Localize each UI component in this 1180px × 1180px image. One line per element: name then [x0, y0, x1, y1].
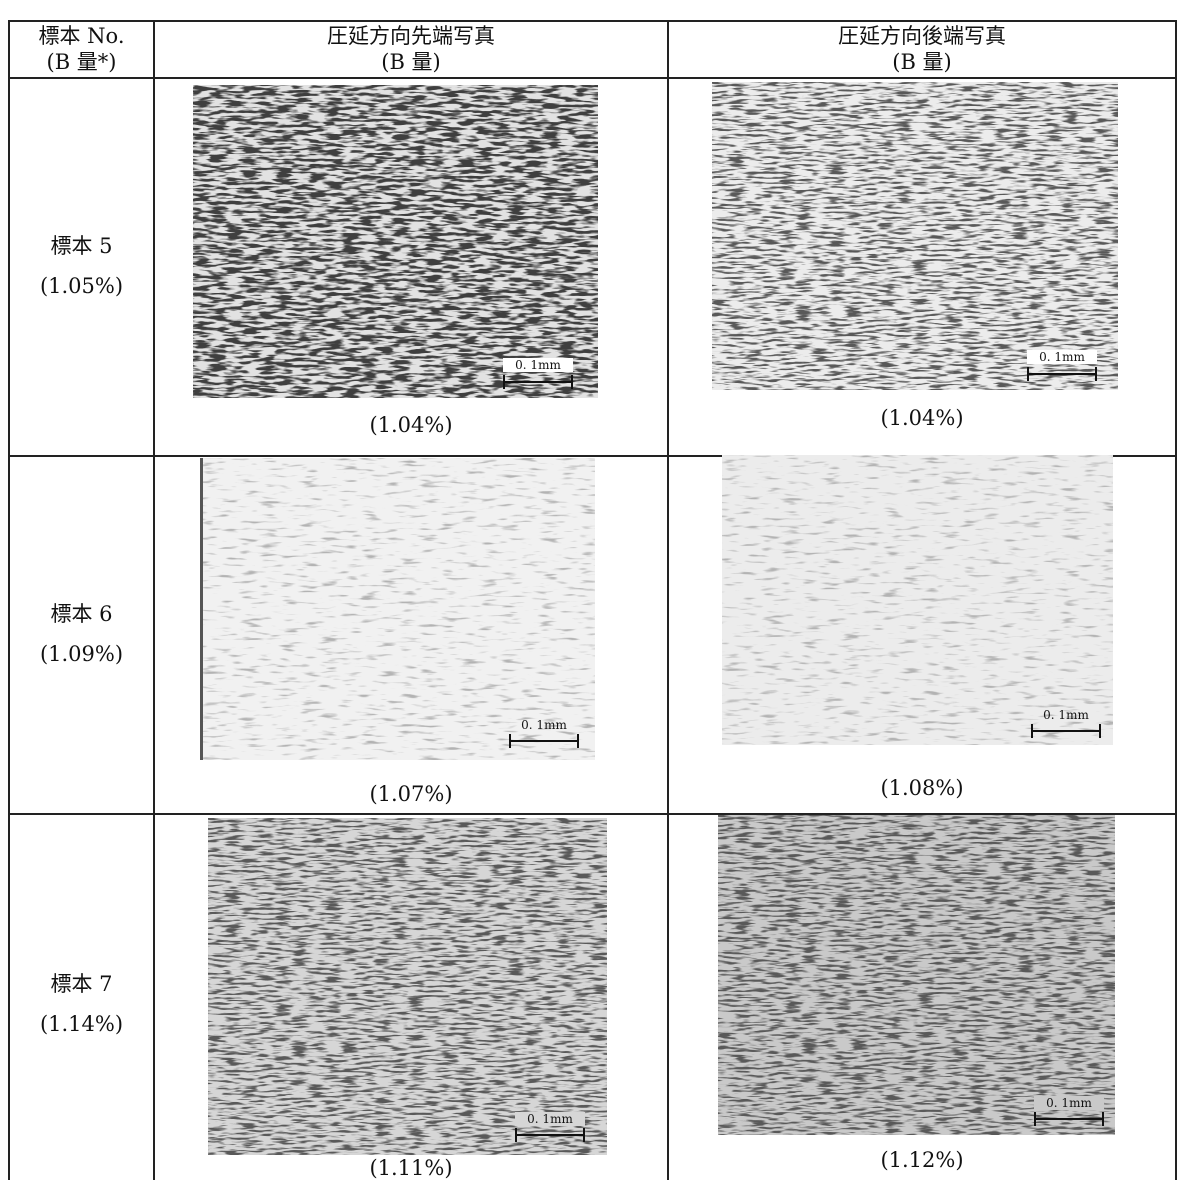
scale-bar [509, 734, 579, 748]
header-title: 圧延方向後端写真 [838, 24, 1006, 48]
table-border [8, 20, 1176, 22]
scale-label: 0. 1mm [1034, 1096, 1104, 1110]
scale-bar [515, 1128, 585, 1142]
header-subtitle: (B 量*) [46, 50, 117, 74]
table-border [153, 20, 155, 1180]
table-border [1175, 20, 1177, 1180]
header-title: 標本 No. [38, 24, 125, 48]
scale-label: 0. 1mm [503, 358, 573, 372]
micrograph [712, 82, 1118, 390]
table-border [667, 20, 669, 1180]
scale-bar [1031, 724, 1101, 738]
sample-amount: (1.09%) [39, 642, 124, 666]
scale-label: 0. 1mm [521, 718, 567, 732]
caption: (1.04%) [369, 413, 453, 437]
caption: (1.12%) [880, 1148, 964, 1172]
sample-name: 標本 6 [50, 602, 113, 626]
header-subtitle: (B 量) [381, 50, 441, 74]
micrograph [193, 85, 598, 398]
table-border [8, 813, 1176, 815]
sample-amount: (1.14%) [39, 1012, 124, 1036]
table-border [8, 20, 10, 1180]
sample-amount: (1.05%) [39, 274, 124, 298]
scale-label: 0. 1mm [1027, 350, 1097, 364]
scale-bar [1027, 367, 1097, 381]
micrograph [722, 455, 1113, 745]
table-border [8, 455, 1176, 457]
micrograph [208, 818, 607, 1155]
caption: (1.07%) [369, 782, 453, 806]
table-border [8, 77, 1176, 79]
scale-label: 0. 1mm [515, 1112, 585, 1126]
caption: (1.11%) [369, 1156, 453, 1180]
sample-name: 標本 5 [50, 234, 113, 258]
scale-bar [503, 375, 573, 389]
scale-bar [1034, 1112, 1104, 1126]
sample-name: 標本 7 [50, 972, 113, 996]
micrograph [200, 458, 595, 760]
micrograph [718, 815, 1115, 1135]
scale-label: 0. 1mm [1043, 708, 1089, 722]
caption: (1.08%) [880, 776, 964, 800]
caption: (1.04%) [880, 406, 964, 430]
header-title: 圧延方向先端写真 [327, 24, 495, 48]
header-subtitle: (B 量) [892, 50, 952, 74]
